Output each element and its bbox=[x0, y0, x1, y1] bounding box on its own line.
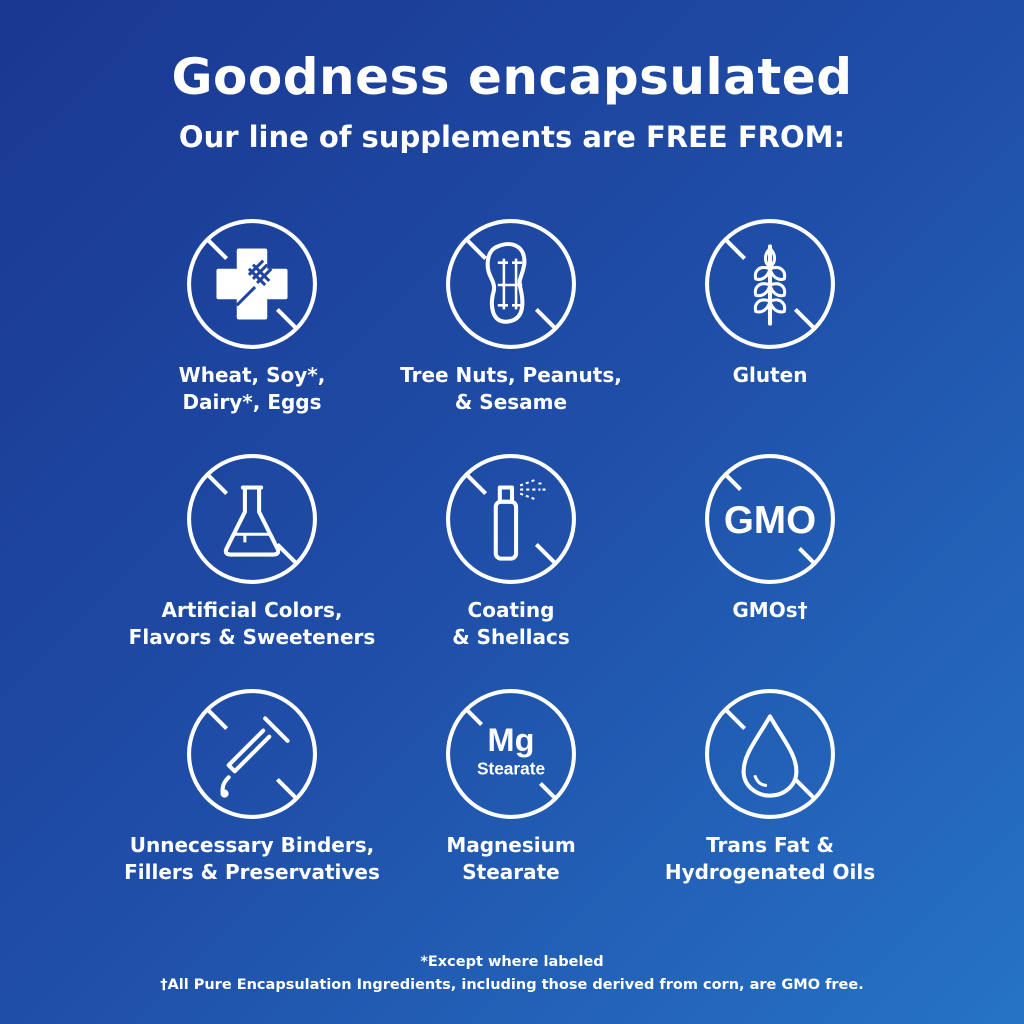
item-label: Wheat, Soy*, Dairy*, Eggs bbox=[178, 363, 326, 414]
item-label: Unnecessary Binders, Fillers & Preservat… bbox=[124, 833, 380, 884]
free-from-item: Mg Stearate Magnesium Stearate bbox=[381, 688, 641, 886]
footnote-except: *Except where labeled bbox=[420, 954, 604, 970]
stearate-icon-text: Stearate bbox=[477, 758, 545, 778]
item-label: Magnesium Stearate bbox=[446, 833, 576, 884]
free-from-item: Tree Nuts, Peanuts, & Sesame bbox=[381, 218, 641, 416]
no-oil-drop-icon bbox=[705, 689, 835, 819]
page-subtitle: Our line of supplements are FREE FROM: bbox=[178, 120, 846, 154]
free-from-item: Trans Fat & Hydrogenated Oils bbox=[640, 688, 900, 886]
item-label: GMOs† bbox=[732, 598, 808, 622]
gmo-icon-text: GMO bbox=[724, 499, 816, 542]
free-from-item: Wheat, Soy*, Dairy*, Eggs bbox=[122, 218, 382, 416]
free-from-item: Gluten bbox=[640, 218, 900, 389]
item-label: Gluten bbox=[732, 363, 808, 387]
free-from-item: GMO GMOs† bbox=[640, 453, 900, 624]
no-allergen-icon bbox=[187, 219, 317, 349]
free-from-item: Artificial Colors, Flavors & Sweeteners bbox=[122, 453, 382, 651]
no-gluten-wheat-icon bbox=[705, 219, 835, 349]
no-gmo-icon: GMO bbox=[705, 454, 835, 584]
no-dropper-icon bbox=[187, 689, 317, 819]
no-peanut-icon bbox=[446, 219, 576, 349]
item-label: Coating & Shellacs bbox=[452, 598, 570, 649]
footnote-gmo: †All Pure Encapsulation Ingredients, inc… bbox=[160, 977, 864, 993]
free-from-item: Unnecessary Binders, Fillers & Preservat… bbox=[122, 688, 382, 886]
no-spray-icon bbox=[446, 454, 576, 584]
item-label: Artificial Colors, Flavors & Sweeteners bbox=[128, 598, 376, 649]
page-title: Goodness encapsulated bbox=[171, 48, 853, 106]
free-from-item: Coating & Shellacs bbox=[381, 453, 641, 651]
mg-icon-text: Mg bbox=[488, 722, 535, 758]
item-label: Trans Fat & Hydrogenated Oils bbox=[664, 833, 876, 884]
item-label: Tree Nuts, Peanuts, & Sesame bbox=[400, 363, 622, 414]
no-flask-icon bbox=[187, 454, 317, 584]
